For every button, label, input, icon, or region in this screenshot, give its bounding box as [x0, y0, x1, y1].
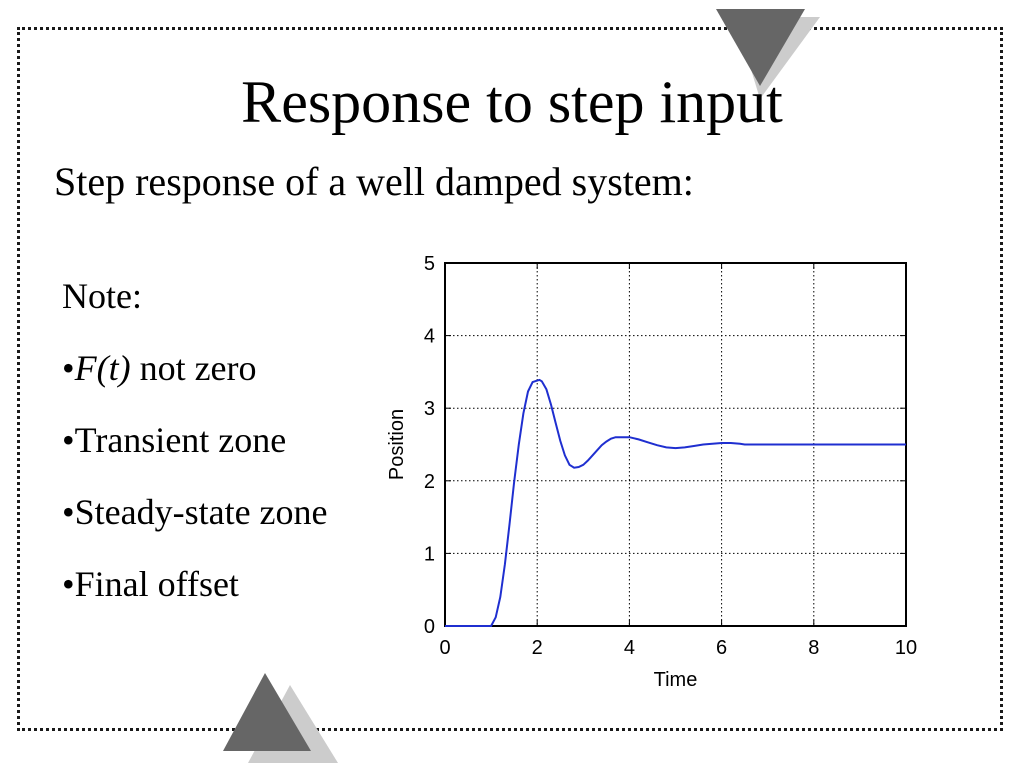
top-triangle-decoration — [716, 9, 820, 99]
series-line-position — [445, 378, 906, 627]
x-tick-label: 10 — [895, 637, 917, 659]
x-tick-label: 4 — [624, 637, 635, 659]
y-axis-label: Position — [386, 409, 408, 480]
bullet-icon: • — [62, 564, 75, 604]
note-item: •Steady-state zone — [62, 492, 328, 564]
x-tick-label: 0 — [439, 637, 450, 659]
slide-subtitle: Step response of a well damped system: — [54, 159, 694, 204]
chart-ticks: 0 2 4 6 8 10 0 1 2 3 4 5 — [424, 253, 917, 659]
notes-heading: Note: — [62, 276, 142, 316]
y-tick-label: 0 — [424, 616, 435, 638]
y-tick-label: 1 — [424, 543, 435, 565]
x-tick-label: 8 — [808, 637, 819, 659]
notes-list: Note: •F(t) not zero •Transient zone •St… — [62, 276, 328, 636]
top-triangle-dark — [716, 9, 805, 86]
y-tick-label: 4 — [424, 326, 435, 348]
bullet-icon: • — [62, 492, 75, 532]
note-item: •F(t) not zero — [62, 348, 328, 420]
bottom-triangle-dark — [223, 673, 311, 751]
y-tick-label: 2 — [424, 471, 435, 493]
note-item: •Final offset — [62, 564, 328, 636]
slide-frame — [17, 27, 1003, 731]
note-item-text: not zero — [130, 348, 257, 388]
bullet-icon: • — [62, 420, 75, 460]
note-item-text: Steady-state zone — [74, 492, 328, 532]
y-tick-label: 5 — [424, 253, 435, 275]
note-item-italic: F(t) — [74, 348, 131, 388]
bullet-icon: • — [62, 348, 75, 388]
x-tick-label: 6 — [716, 637, 727, 659]
step-response-chart: 0 2 4 6 8 10 0 1 2 3 4 5 Time Position — [386, 253, 917, 691]
bottom-triangle-decoration — [223, 673, 338, 763]
note-item: •Transient zone — [62, 420, 328, 492]
note-item-text: Final offset — [74, 564, 239, 604]
x-axis-label: Time — [654, 669, 698, 691]
x-tick-label: 2 — [532, 637, 543, 659]
y-tick-label: 3 — [424, 398, 435, 420]
slide-title: Response to step input — [241, 69, 783, 135]
note-item-text: Transient zone — [74, 420, 287, 460]
